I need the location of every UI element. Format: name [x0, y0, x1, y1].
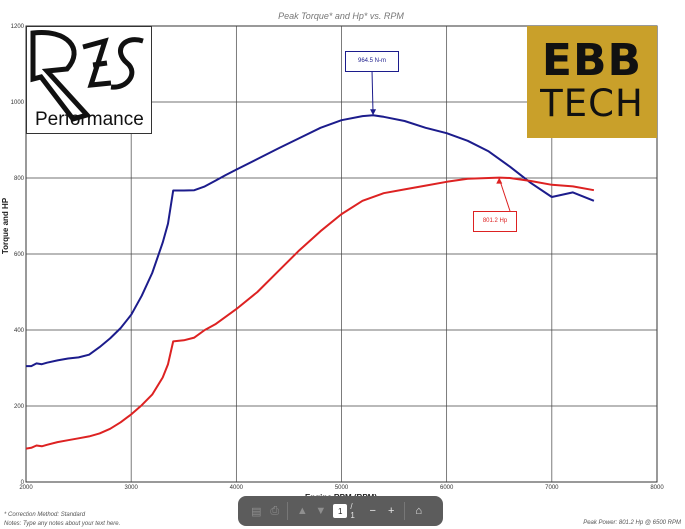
- ebb-tech-logo: EBB TECH: [527, 26, 657, 138]
- hp-peak-callout: 801.2 Hp: [473, 211, 517, 232]
- annotation-leaders: [370, 69, 511, 212]
- torque-callout-leader: [371, 69, 374, 115]
- correction-method-note: * Correction Method: Standard: [4, 512, 86, 518]
- series-torque-line: [26, 114, 595, 368]
- page-number-input[interactable]: 1: [333, 504, 348, 518]
- x-tick-label: 5000: [335, 485, 349, 491]
- ebb-logo-line2: TECH: [540, 82, 644, 125]
- tick-labels: 2000 3000 4000 5000 6000 7000 8000 0 200 400 600 80…: [11, 24, 665, 491]
- next-page-icon[interactable]: ▼: [315, 505, 327, 517]
- x-tick-label: 2000: [19, 485, 33, 491]
- home-icon[interactable]: ⌂: [415, 505, 422, 517]
- toolbar-divider: [403, 502, 405, 520]
- y-tick-label: 400: [14, 328, 25, 334]
- chart-title: Peak Torque* and Hp* vs. RPM: [278, 11, 404, 21]
- y-tick-label: 1000: [11, 100, 25, 106]
- x-tick-label: 8000: [650, 485, 664, 491]
- y-tick-label: 800: [14, 176, 25, 182]
- zoom-in-icon[interactable]: +: [388, 505, 395, 517]
- previous-page-icon[interactable]: ▲: [296, 505, 308, 517]
- y-tick-label: 600: [14, 252, 25, 258]
- save-icon[interactable]: ▤: [251, 505, 262, 518]
- y-tick-label: 200: [14, 404, 25, 410]
- res-performance-logo: Performance: [26, 26, 152, 134]
- x-tick-label: 4000: [230, 485, 244, 491]
- series-lines: [25, 114, 595, 450]
- y-tick-label: 0: [21, 480, 25, 486]
- hp-callout-leader: [498, 178, 511, 212]
- toolbar-divider: [287, 502, 288, 520]
- res-logo-mark: [30, 29, 144, 122]
- y-axis-label: Torque and HP: [1, 197, 10, 254]
- x-tick-label: 3000: [124, 485, 138, 491]
- torque-peak-callout: 964.5 N-m: [345, 51, 399, 72]
- y-tick-label: 1200: [11, 24, 25, 30]
- series-hp-line: [25, 176, 595, 450]
- pdf-toolbar: ▤ ⎙ ▲ ▼ 1 / 1 − + ⌂: [238, 496, 443, 526]
- res-logo-text: Performance: [35, 109, 144, 130]
- torque-callout-arrow: [370, 109, 377, 116]
- peak-power-summary: Peak Power: 801.2 Hp @ 6500 RPM: [583, 520, 681, 526]
- x-tick-label: 7000: [545, 485, 559, 491]
- x-tick-label: 6000: [440, 485, 454, 491]
- hp-callout-arrow: [496, 177, 503, 184]
- ebb-logo-line1: EBB: [541, 35, 643, 86]
- page-total: / 1: [350, 502, 355, 520]
- notes-text: Notes: Type any notes about your text he…: [4, 521, 121, 527]
- zoom-out-icon[interactable]: −: [369, 505, 376, 517]
- print-icon[interactable]: ⎙: [270, 504, 280, 517]
